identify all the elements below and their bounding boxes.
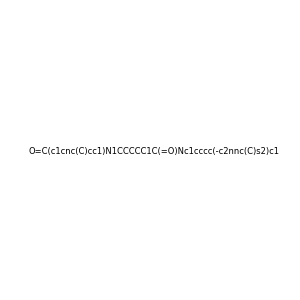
Text: O=C(c1cnc(C)cc1)N1CCCCC1C(=O)Nc1cccc(-c2nnc(C)s2)c1: O=C(c1cnc(C)cc1)N1CCCCC1C(=O)Nc1cccc(-c2… <box>28 147 279 156</box>
